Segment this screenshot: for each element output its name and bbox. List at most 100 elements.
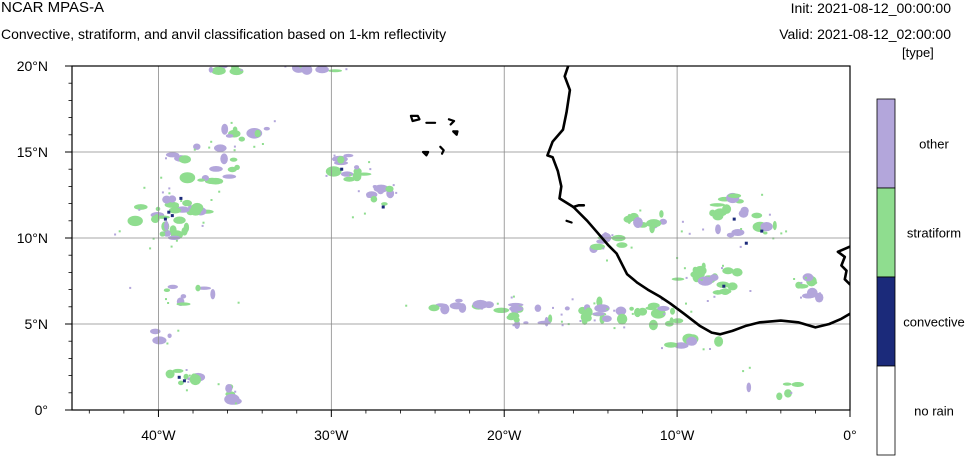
speckle <box>168 192 171 195</box>
lon-tick-label: 40°W <box>141 427 176 443</box>
other-region <box>807 287 818 298</box>
legend-label-stratiform: stratiform <box>907 226 961 241</box>
speckle <box>208 146 211 149</box>
stratiform-region <box>254 129 261 138</box>
stratiform-region <box>616 313 628 325</box>
stratiform-region <box>183 222 190 233</box>
speckle <box>161 191 164 194</box>
stratiform-region <box>190 208 202 216</box>
legend-swatch-no-rain <box>876 365 896 456</box>
other-region <box>340 171 354 177</box>
speckle <box>685 302 687 305</box>
other-region <box>209 166 223 172</box>
speckle <box>593 319 596 322</box>
other-region <box>615 306 627 316</box>
stratiform-region <box>343 176 356 182</box>
speckle <box>512 295 515 298</box>
stratiform-region <box>211 66 226 75</box>
convective-cell <box>182 379 186 383</box>
speckle <box>395 191 398 194</box>
cape-verde-island <box>452 130 459 136</box>
stratiform-region <box>127 215 143 227</box>
speckle <box>709 348 711 350</box>
stratiform-region <box>727 282 738 291</box>
other-region <box>366 194 372 198</box>
colorbar-unit-label: [type] <box>902 45 934 60</box>
stratiform-region <box>234 164 240 170</box>
speckle <box>233 145 236 148</box>
speckle <box>804 276 807 279</box>
other-region <box>167 284 178 289</box>
stratiform-region <box>134 204 148 210</box>
cape-verde-island <box>421 150 430 157</box>
other-region <box>162 195 172 204</box>
speckle <box>180 200 183 202</box>
speckle <box>742 370 745 373</box>
other-region <box>602 315 612 323</box>
speckle <box>523 321 526 324</box>
stratiform-region <box>732 268 743 277</box>
speckle <box>152 237 155 240</box>
lat-tick-label: 5°N <box>25 316 49 332</box>
other-region <box>354 165 360 170</box>
speckle <box>240 69 243 71</box>
stratiform-region <box>634 307 642 318</box>
stratiform-region <box>370 195 378 203</box>
lon-tick-label: 0° <box>843 427 856 443</box>
speckle <box>325 174 328 177</box>
stratiform-region <box>381 202 388 206</box>
speckle <box>234 402 237 405</box>
figure-title: NCAR MPAS-A <box>1 0 105 16</box>
stratiform-region <box>195 284 201 292</box>
speckle <box>636 217 639 219</box>
other-region <box>315 66 329 74</box>
other-region <box>455 298 463 303</box>
stratiform-region <box>179 172 196 184</box>
stratiform-region <box>648 319 658 331</box>
speckle <box>560 320 563 323</box>
legend-label-convective: convective <box>903 315 964 330</box>
other-region <box>746 382 752 393</box>
other-region <box>440 303 450 315</box>
speckle <box>702 228 705 231</box>
speckle <box>170 245 173 248</box>
stratiform-region <box>709 203 726 207</box>
speckle <box>561 324 564 327</box>
other-region <box>164 220 169 231</box>
other-region <box>709 274 719 281</box>
speckle <box>639 209 642 212</box>
speckle <box>369 168 372 171</box>
init-time: Init: 2021-08-12_00:00:00 <box>790 0 951 16</box>
stratiform-region <box>168 207 182 214</box>
stratiform-region <box>645 306 657 311</box>
other-region <box>449 302 464 310</box>
speckle <box>716 217 719 220</box>
other-region <box>150 328 161 335</box>
speckle <box>230 121 233 124</box>
stratiform-region <box>772 220 777 231</box>
other-region <box>263 126 270 131</box>
other-region <box>373 184 389 193</box>
stratiform-region <box>165 369 175 379</box>
stratiform-region <box>722 204 732 214</box>
speckle <box>630 246 633 249</box>
stratiform-region <box>664 342 678 348</box>
speckle <box>218 190 221 193</box>
stratiform-region <box>763 231 768 235</box>
convective-cell <box>722 284 726 288</box>
speckle <box>548 321 551 324</box>
coastlines <box>409 66 850 336</box>
speckle <box>217 383 220 386</box>
speckle <box>571 298 574 301</box>
speckle <box>785 230 788 233</box>
stratiform-region <box>385 185 394 193</box>
stratiform-region <box>172 368 184 373</box>
other-region <box>534 304 542 312</box>
other-region <box>657 305 670 312</box>
stratiform-region <box>178 380 184 386</box>
speckle <box>129 286 132 289</box>
speckle <box>593 302 596 305</box>
speckle <box>253 145 256 148</box>
other-region <box>222 174 237 179</box>
west-africa-coastline <box>546 66 850 336</box>
